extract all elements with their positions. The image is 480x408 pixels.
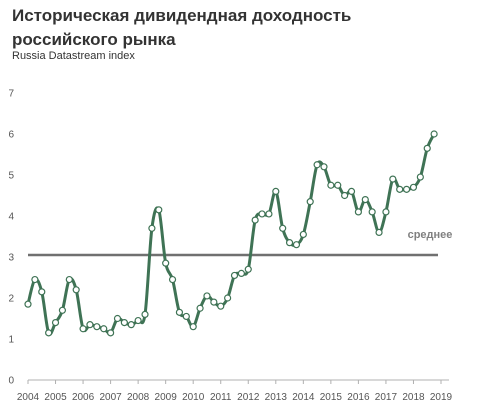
data-point — [86, 321, 94, 329]
x-tick-label: 2016 — [347, 392, 370, 403]
x-tick-label: 2005 — [44, 392, 67, 403]
data-point — [189, 323, 197, 331]
data-point — [93, 323, 101, 331]
y-tick-label: 7 — [8, 89, 14, 100]
data-point — [341, 191, 349, 200]
data-point — [72, 286, 80, 294]
data-point — [285, 239, 294, 247]
y-tick-label: 2 — [8, 294, 14, 305]
data-point — [182, 312, 190, 321]
y-tick-label: 0 — [8, 376, 14, 387]
data-point — [327, 181, 335, 189]
data-point — [24, 300, 32, 308]
data-point — [368, 208, 376, 216]
x-tick-label: 2006 — [72, 392, 95, 403]
x-tick-label: 2010 — [182, 392, 205, 403]
data-point — [224, 294, 232, 302]
data-point — [389, 175, 397, 183]
series-line — [26, 133, 436, 336]
data-point — [313, 161, 321, 169]
data-point — [58, 306, 67, 314]
x-tick-label: 2007 — [99, 392, 122, 403]
x-tick-label: 2013 — [265, 392, 288, 403]
data-point — [272, 187, 280, 195]
data-point — [106, 329, 115, 337]
x-tick-label: 2011 — [210, 392, 232, 403]
data-point — [299, 230, 307, 239]
data-point — [237, 269, 245, 277]
data-point — [134, 316, 142, 325]
data-point — [210, 298, 218, 306]
data-point — [396, 185, 404, 193]
data-point — [244, 265, 252, 273]
data-point — [217, 302, 225, 310]
x-tick-label: 2019 — [430, 392, 453, 403]
data-point — [430, 130, 438, 138]
x-tick-label: 2004 — [17, 392, 40, 403]
data-point — [162, 259, 170, 267]
data-point — [265, 210, 273, 218]
data-point — [354, 208, 362, 216]
chart-subtitle: Russia Datastream index — [12, 50, 135, 62]
data-point — [79, 325, 87, 333]
data-point — [127, 321, 135, 329]
data-point — [38, 288, 46, 296]
data-point — [320, 163, 328, 171]
data-point — [230, 271, 239, 280]
data-point — [292, 241, 301, 249]
data-point — [251, 216, 259, 224]
x-tick-label: 2014 — [292, 392, 315, 403]
x-tick-label: 2012 — [237, 392, 260, 403]
data-point — [120, 319, 128, 327]
data-point — [168, 275, 177, 284]
data-point — [203, 292, 211, 300]
data-point — [113, 314, 122, 323]
data-point — [334, 181, 342, 189]
x-tick-label: 2009 — [155, 392, 178, 403]
data-point — [402, 185, 411, 193]
data-point — [382, 208, 390, 216]
x-tick-label: 2017 — [375, 392, 398, 403]
x-tick-label: 2008 — [127, 392, 150, 403]
data-point — [51, 319, 60, 327]
x-tick-label: 2015 — [320, 392, 343, 403]
data-point — [141, 310, 149, 318]
data-point — [416, 173, 424, 181]
data-point — [409, 183, 418, 191]
data-point — [423, 144, 431, 152]
data-point — [155, 206, 163, 214]
data-point — [100, 325, 108, 333]
data-point — [175, 308, 184, 316]
y-tick-label: 4 — [8, 212, 14, 223]
x-tick-label: 2018 — [402, 392, 425, 403]
data-point — [347, 187, 356, 195]
data-point — [375, 228, 383, 236]
data-point — [31, 275, 39, 284]
data-point — [196, 304, 204, 312]
data-point — [279, 224, 287, 232]
data-point — [306, 198, 314, 206]
y-tick-label: 1 — [8, 335, 14, 346]
data-point — [148, 224, 156, 232]
y-tick-label: 5 — [8, 171, 14, 182]
chart-title: Историческая дивидендная доходность росс… — [12, 6, 352, 49]
data-point — [45, 329, 53, 337]
data-point — [65, 275, 73, 284]
data-point — [258, 210, 266, 218]
y-tick-label: 6 — [8, 130, 14, 141]
average-label: среднее — [408, 229, 453, 241]
y-tick-label: 3 — [8, 253, 14, 264]
data-point — [361, 196, 369, 204]
